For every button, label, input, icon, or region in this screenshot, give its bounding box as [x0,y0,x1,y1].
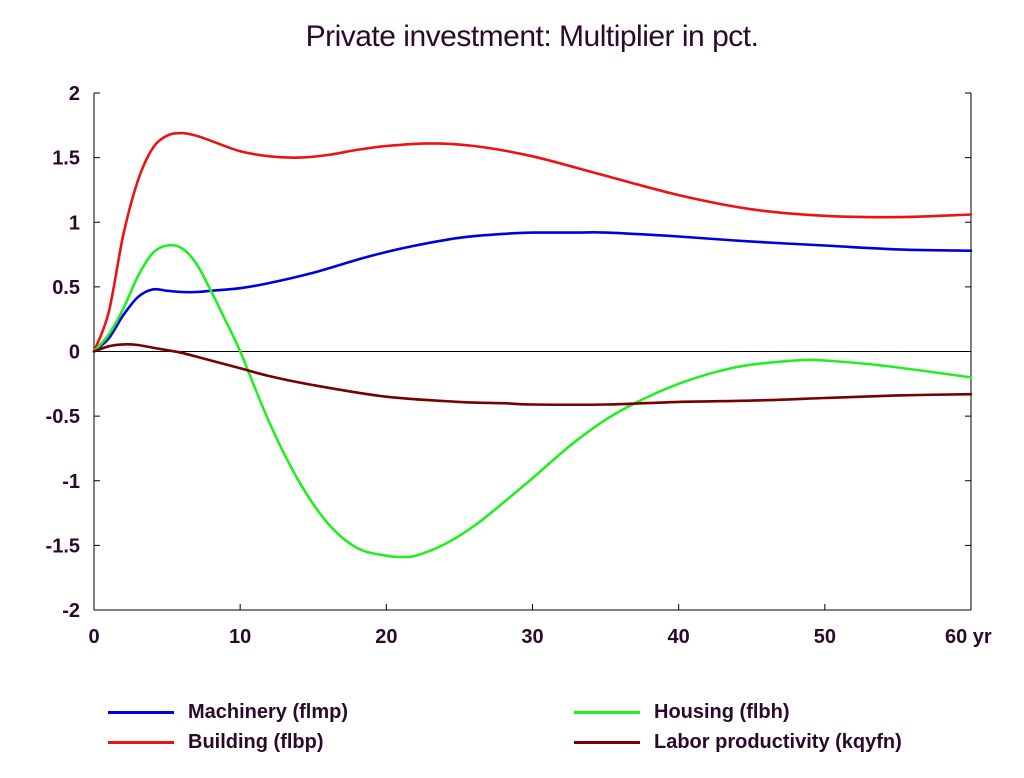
legend-label-housing: Housing (flbh) [654,700,790,723]
x-tick-label: 30 [521,626,543,648]
x-tick-label: 50 [814,626,836,648]
y-tick-label: -1 [62,471,80,493]
x-tick-label: 0 [88,626,99,648]
legend-swatch-housing [574,710,640,714]
legend-item-housing: Housing (flbh) [574,697,790,727]
series-line-labor-productivity [92,343,973,407]
legend-swatch-building [108,740,174,744]
legend-label-labor-productivity: Labor productivity (kqyfn) [654,730,902,753]
legend-item-building: Building (flbp) [108,727,324,757]
y-tick-label: -2 [62,600,80,622]
series-line-building [92,131,973,353]
legend-swatch-labor-productivity [574,740,640,744]
series-lines [92,131,973,559]
legend-item-labor-productivity: Labor productivity (kqyfn) [574,727,902,757]
x-tick-label: 10 [229,626,251,648]
legend-item-machinery: Machinery (flmp) [108,697,348,727]
legend-label-building: Building (flbp) [188,730,324,753]
chart-title: Private investment: Multiplier in pct. [305,20,759,53]
y-tick-label: -1.5 [46,535,80,557]
y-tick-label: 0.5 [52,277,80,299]
y-tick-label: 0 [69,342,80,364]
legend-swatch-machinery [108,710,174,714]
axes: 2 1.5 1 0.5 0 -0.5 -1 -1.5 -2 0 10 20 30 40 50 60 yr [46,83,992,648]
y-tick-label: 1.5 [52,148,80,170]
x-tick-label: 60 yr [945,626,992,648]
x-tick-label: 20 [375,626,397,648]
x-tick-label: 40 [668,626,690,648]
y-tick-label: 2 [69,83,80,105]
y-tick-label: 1 [69,212,80,234]
y-tick-label: -0.5 [46,406,80,428]
series-line-machinery [92,230,973,353]
legend-label-machinery: Machinery (flmp) [188,700,349,723]
series-line-housing [92,243,973,559]
